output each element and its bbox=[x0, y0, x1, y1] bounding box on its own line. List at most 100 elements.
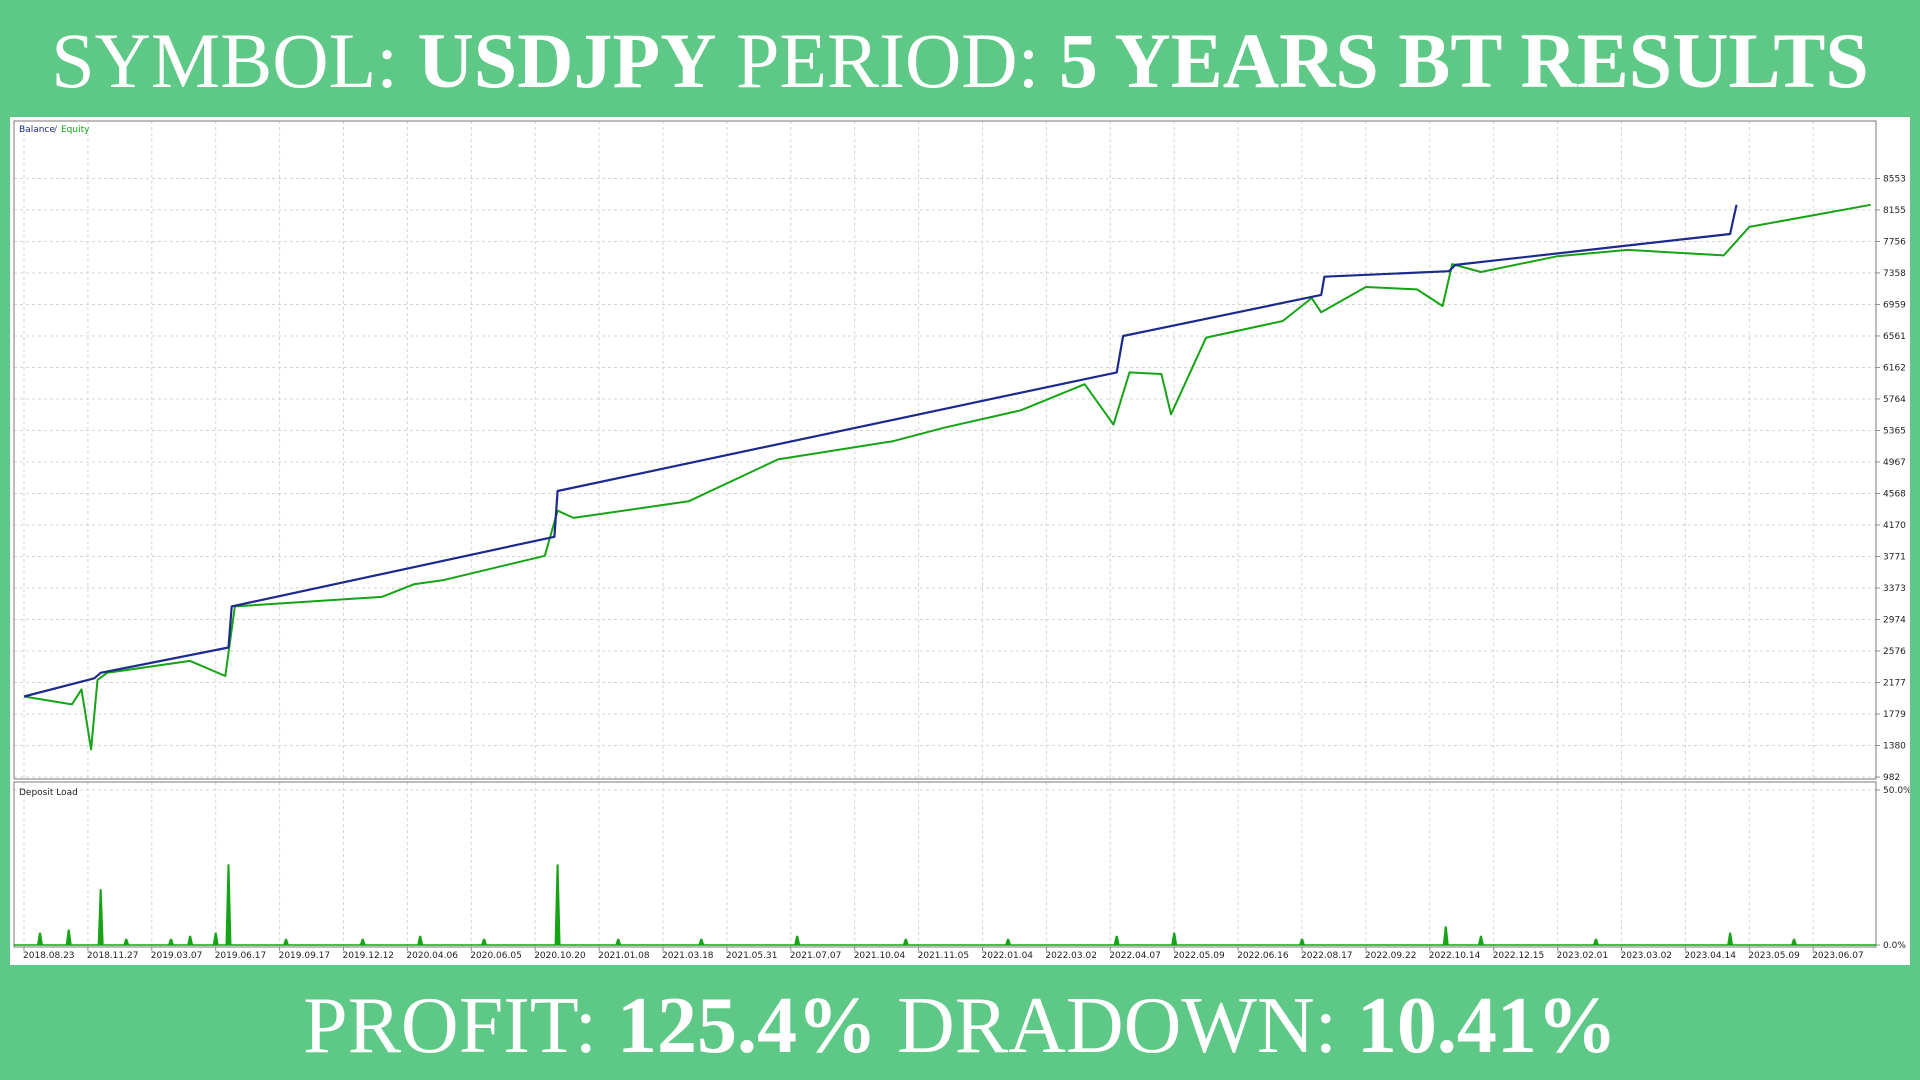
x-tick-label: 2019.03.07 bbox=[151, 951, 203, 961]
legend-equity: Equity bbox=[61, 125, 90, 135]
x-tick-label: 2023.04.14 bbox=[1684, 951, 1736, 961]
x-tick-label: 2023.03.02 bbox=[1621, 951, 1673, 961]
deposit-load-spike bbox=[417, 935, 424, 945]
profit-label: PROFIT: bbox=[303, 982, 597, 1070]
x-tick-label: 2021.07.07 bbox=[790, 951, 842, 961]
x-tick-label: 2019.12.12 bbox=[343, 951, 395, 961]
deposit-load-spike bbox=[212, 932, 219, 945]
x-tick-label: 2018.11.27 bbox=[87, 951, 139, 961]
deposit-load-spike bbox=[1113, 935, 1120, 945]
y-tick-label: 6162 bbox=[1883, 363, 1906, 373]
period-label: PERIOD: bbox=[735, 17, 1040, 104]
y-tick-label: 6959 bbox=[1883, 300, 1906, 310]
x-tick-label: 2020.04.06 bbox=[406, 951, 458, 961]
deposit-load-spike bbox=[554, 864, 561, 945]
deposit-load-spike bbox=[1592, 938, 1599, 945]
legend-balance: Balance bbox=[19, 125, 55, 135]
x-tick-label: 2021.05.31 bbox=[726, 951, 778, 961]
x-tick-label: 2021.11.05 bbox=[918, 951, 970, 961]
chart-svg: 8553 8155 7756 7358 6959 6561 6162 5764 5365 4967… bbox=[13, 120, 1912, 961]
deposit-load-series bbox=[14, 864, 1876, 946]
deposit-load-grid bbox=[14, 782, 1876, 947]
main-chart-series bbox=[23, 203, 1871, 751]
deposit-load-spike bbox=[225, 864, 232, 945]
balance-line bbox=[23, 204, 1738, 698]
deposit-load-spike bbox=[481, 938, 488, 945]
deposit-load-border bbox=[13, 781, 1877, 948]
drawdown-value: 10.41% bbox=[1356, 982, 1617, 1070]
symbol-label: SYMBOL: bbox=[51, 17, 398, 104]
x-tick-label: 2019.09.17 bbox=[279, 951, 331, 961]
deposit-load-spike bbox=[1299, 938, 1305, 945]
deposit-load-title: Deposit Load bbox=[19, 788, 78, 798]
deposit-load-spike bbox=[1171, 932, 1178, 945]
deposit-load-spike bbox=[97, 889, 104, 945]
y-tick-label: 2177 bbox=[1883, 679, 1906, 689]
x-tick-label: 2021.10.04 bbox=[854, 951, 906, 961]
y-tick-label: 3771 bbox=[1883, 553, 1906, 563]
x-tick-label: 2022.01.04 bbox=[982, 951, 1034, 961]
y-tick-label: 1380 bbox=[1883, 742, 1906, 752]
y-tick-label: 6561 bbox=[1883, 332, 1906, 342]
deposit-load-spike bbox=[187, 935, 194, 945]
x-tick-label: 2021.03.18 bbox=[662, 951, 714, 961]
deposit-load-spike bbox=[902, 938, 909, 945]
deposit-load-spike bbox=[359, 938, 366, 945]
x-tick-label: 2020.06.05 bbox=[470, 951, 522, 961]
y-tick-label: 2576 bbox=[1883, 647, 1906, 657]
deposit-load-spike bbox=[36, 932, 43, 945]
x-tick-label: 2019.06.17 bbox=[215, 951, 267, 961]
x-tick-label: 2020.10.20 bbox=[534, 951, 586, 961]
y-tick-label: 4568 bbox=[1883, 490, 1906, 500]
chart-frame: 8553 8155 7756 7358 6959 6561 6162 5764 5365 4967… bbox=[10, 117, 1912, 965]
x-tick-label: 2022.03.02 bbox=[1045, 951, 1097, 961]
y-tick-label: 2974 bbox=[1883, 616, 1906, 626]
deposit-load-spike bbox=[1791, 938, 1798, 945]
drawdown-label: DRADOWN: bbox=[896, 982, 1337, 1070]
deposit-load-spike bbox=[282, 938, 289, 945]
profit-value: 125.4% bbox=[616, 982, 877, 1070]
y-tick-label: 7358 bbox=[1883, 269, 1906, 279]
deposit-load-spike bbox=[65, 929, 72, 945]
header-banner: SYMBOL: USDJPY PERIOD: 5 YEARS BT RESULT… bbox=[0, 22, 1920, 100]
x-tick-label: 2022.04.07 bbox=[1109, 951, 1161, 961]
equity-line bbox=[23, 203, 1871, 751]
x-tick-label: 2023.06.07 bbox=[1812, 951, 1864, 961]
deposit-load-spike bbox=[1727, 932, 1734, 945]
y-tick-label: 7756 bbox=[1883, 237, 1906, 247]
footer-banner: PROFIT: 125.4% DRADOWN: 10.41% bbox=[0, 986, 1920, 1066]
deposit-load-spike bbox=[1442, 926, 1449, 945]
y-tick-label: 4967 bbox=[1883, 458, 1906, 468]
x-tick-labels: 2018.08.23 2018.11.27 2019.03.07 2019.06.17… bbox=[23, 947, 1864, 961]
y-tick-label: 5365 bbox=[1883, 426, 1906, 436]
deposit-load-spike bbox=[615, 938, 622, 945]
period-value: 5 YEARS BT RESULTS bbox=[1058, 17, 1869, 104]
y-tick-label: 982 bbox=[1883, 773, 1900, 783]
y-tick-label: 3373 bbox=[1883, 584, 1906, 594]
x-tick-label: 2018.08.23 bbox=[23, 951, 75, 961]
deposit-load-spike bbox=[167, 938, 174, 945]
y-tick-labels: 8553 8155 7756 7358 6959 6561 6162 5764 5365 4967… bbox=[1876, 174, 1912, 951]
x-tick-label: 2022.06.16 bbox=[1237, 951, 1289, 961]
x-tick-label: 2021.01.08 bbox=[598, 951, 650, 961]
x-tick-label: 2023.05.09 bbox=[1748, 951, 1800, 961]
y-tick-label: 1779 bbox=[1883, 710, 1906, 720]
deposit-load-spike bbox=[794, 935, 801, 945]
deposit-load-spike bbox=[123, 938, 130, 945]
x-tick-label: 2023.02.01 bbox=[1557, 951, 1609, 961]
y-tick-label: 50.0% bbox=[1883, 786, 1910, 796]
x-tick-label: 2022.12.15 bbox=[1493, 951, 1545, 961]
legend-separator: / bbox=[54, 125, 58, 135]
deposit-load-spike bbox=[1477, 935, 1484, 945]
y-tick-label: 0.0% bbox=[1883, 941, 1906, 951]
deposit-load-spike bbox=[1005, 938, 1012, 945]
y-tick-label: 4170 bbox=[1883, 521, 1906, 531]
main-chart-grid bbox=[14, 121, 1876, 779]
x-tick-label: 2022.05.09 bbox=[1173, 951, 1225, 961]
x-tick-label: 2022.08.17 bbox=[1301, 951, 1353, 961]
y-tick-label: 5764 bbox=[1883, 395, 1906, 405]
main-chart-border bbox=[13, 120, 1877, 780]
deposit-load-spike bbox=[698, 938, 705, 945]
x-tick-label: 2022.10.14 bbox=[1429, 951, 1481, 961]
symbol-value: USDJPY bbox=[417, 17, 717, 104]
